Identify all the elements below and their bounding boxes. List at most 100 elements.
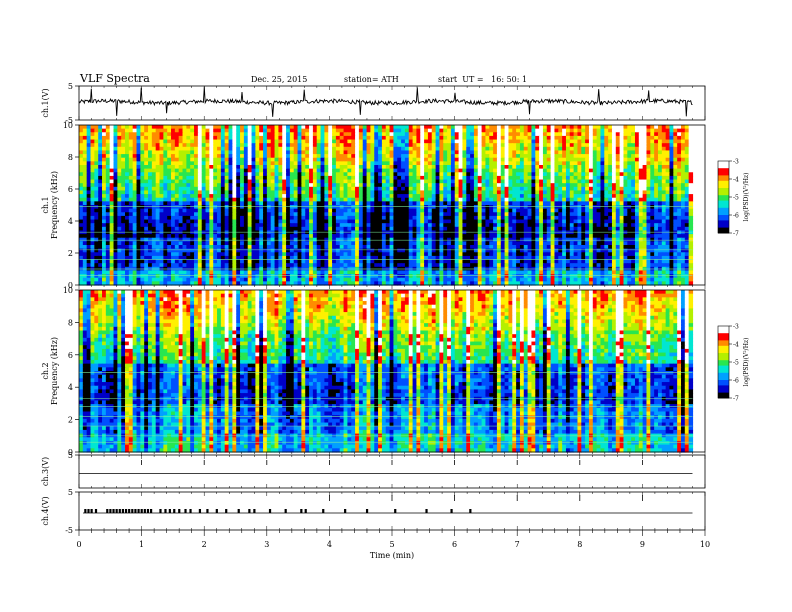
ch4-pulse: [322, 509, 325, 513]
ch4-pulse: [115, 509, 118, 513]
ch4-pulse: [304, 509, 307, 513]
ch4-pulse: [284, 509, 287, 513]
ch4-pulse: [164, 509, 167, 513]
ch4-pulse: [469, 509, 472, 513]
chart-title: VLF Spectra: [80, 72, 150, 85]
xtick-label: 2: [202, 540, 207, 549]
ch1-waveform-ytick-label: -5: [65, 116, 73, 125]
ch4-pulse: [106, 509, 109, 513]
ch4-pulse: [137, 509, 140, 513]
ch2-spectrogram-ytick-label: 0: [68, 448, 73, 457]
xtick-label: 8: [577, 540, 582, 549]
ch4-pulse: [394, 509, 397, 513]
date-label: Dec. 25, 2015: [251, 75, 308, 84]
ch2-spectrogram-colorbar-tick-label: -4: [733, 342, 739, 349]
xtick-label: 3: [264, 540, 269, 549]
ch4-pulse: [87, 509, 90, 513]
ch4-pulse: [206, 509, 209, 513]
xtick-label: 1: [139, 540, 144, 549]
ch4-pulse: [178, 509, 181, 513]
ch3-waveform-frame: [78, 454, 706, 489]
ch1-spectrogram-ytick-label: 8: [68, 153, 73, 162]
ch1-spectrogram-ytick-label: 6: [68, 185, 73, 194]
ch2-spectrogram-colorbar-tick-label: -7: [733, 396, 739, 403]
ch4-pulse: [109, 509, 112, 513]
ch1-waveform-line: [78, 86, 693, 117]
ch4-pulse: [146, 509, 150, 513]
ch4-pulse: [184, 509, 187, 513]
ch4-pulse: [140, 509, 143, 513]
ch2-spectrogram-image: [79, 290, 694, 453]
ch1-spectrogram-ytick-label: 0: [68, 281, 73, 290]
ch2-spectrogram-ylabel: ch.2Frequency (kHz): [41, 337, 59, 405]
ch4-waveform-ytick-label: -5: [65, 526, 73, 535]
ch4-waveform-ylabel: ch.4(V): [41, 496, 50, 525]
start-time-label: start UT = 16: 50: 1: [438, 75, 528, 84]
ch1-spectrogram-ytick-label: 10: [63, 121, 73, 130]
ch2-spectrogram-ytick-label: 6: [68, 351, 73, 360]
ch4-pulse: [189, 509, 192, 513]
ch4-pulse: [121, 509, 125, 513]
ch3-waveform-ytick-label: 5: [68, 451, 73, 460]
ch2-spectrogram-colorbar-tick-label: -5: [733, 360, 739, 367]
xtick-label: 10: [700, 540, 710, 549]
ch4-pulse: [344, 509, 347, 513]
xtick-label: 4: [327, 540, 332, 549]
xtick-label: 5: [389, 540, 394, 549]
ch4-waveform-ytick-label: 5: [68, 488, 73, 497]
ch4-pulse: [124, 509, 128, 513]
ch1-waveform-ytick-label: 5: [68, 82, 73, 91]
ch1-spectrogram-ytick-label: 2: [68, 249, 73, 258]
xtick-label: 6: [452, 540, 457, 549]
ch4-pulse: [149, 509, 153, 513]
xtick-label: 9: [640, 540, 645, 549]
ch4-pulse: [225, 509, 228, 513]
ch1-spectrogram-colorbar-label: log(PSD)(V²/Hz): [743, 173, 750, 222]
ch4-pulse: [112, 509, 115, 513]
ch1-spectrogram-colorbar-tick-label: -6: [733, 213, 739, 220]
ch4-pulse: [237, 509, 240, 513]
ch4-pulse: [300, 509, 303, 513]
ch1-spectrogram-colorbar-tick-label: -7: [733, 231, 739, 238]
ch4-pulse: [168, 509, 171, 513]
ch1-spectrogram-colorbar-tick-label: -5: [733, 195, 739, 202]
ch4-pulse: [118, 509, 121, 513]
ch1-spectrogram-ylabel: ch.1Frequency (kHz): [41, 171, 59, 239]
ch2-spectrogram-colorbar: [717, 325, 730, 399]
ch4-pulse: [450, 509, 453, 513]
ch2-spectrogram-colorbar-tick-label: -3: [733, 324, 739, 331]
ch4-pulse: [425, 509, 428, 513]
x-axis-label: Time (min): [370, 551, 414, 560]
ch2-spectrogram-ytick-label: 10: [63, 286, 73, 295]
ch3-waveform-ylabel: ch.3(V): [41, 457, 50, 486]
ch2-spectrogram-ytick-label: 8: [68, 318, 73, 327]
ch2-spectrogram-ytick-label: 2: [68, 416, 73, 425]
ch1-spectrogram-colorbar-tick-label: -4: [733, 177, 739, 184]
ch2-spectrogram-colorbar-label: log(PSD)(V²/Hz): [743, 338, 750, 387]
ch2-spectrogram-colorbar-tick-label: -6: [733, 378, 739, 385]
ch4-pulse: [84, 509, 87, 513]
ch4-pulse: [128, 509, 131, 513]
ch4-pulse: [198, 509, 202, 513]
ch4-pulse: [215, 509, 218, 513]
ch4-pulse: [173, 509, 176, 513]
ch4-pulse: [143, 509, 146, 513]
xtick-label: 0: [76, 540, 81, 549]
station-label: station= ATH: [344, 75, 399, 84]
ch4-pulse: [159, 509, 162, 513]
ch4-pulse: [134, 509, 137, 513]
ch4-pulse: [268, 509, 272, 513]
ch1-spectrogram-colorbar-tick-label: -3: [733, 159, 739, 166]
ch1-spectrogram-colorbar: [717, 160, 730, 234]
ch4-pulse: [94, 509, 98, 513]
ch1-spectrogram-ytick-label: 4: [68, 217, 73, 226]
ch4-pulse: [248, 509, 251, 513]
ch4-pulse: [131, 509, 134, 513]
xtick-label: 7: [515, 540, 520, 549]
ch4-pulse: [365, 509, 369, 513]
ch4-pulse: [253, 509, 256, 513]
ch4-pulse: [90, 509, 93, 513]
ch1-waveform-ylabel: ch.1(V): [41, 88, 50, 117]
ch1-spectrogram-image: [79, 125, 694, 286]
